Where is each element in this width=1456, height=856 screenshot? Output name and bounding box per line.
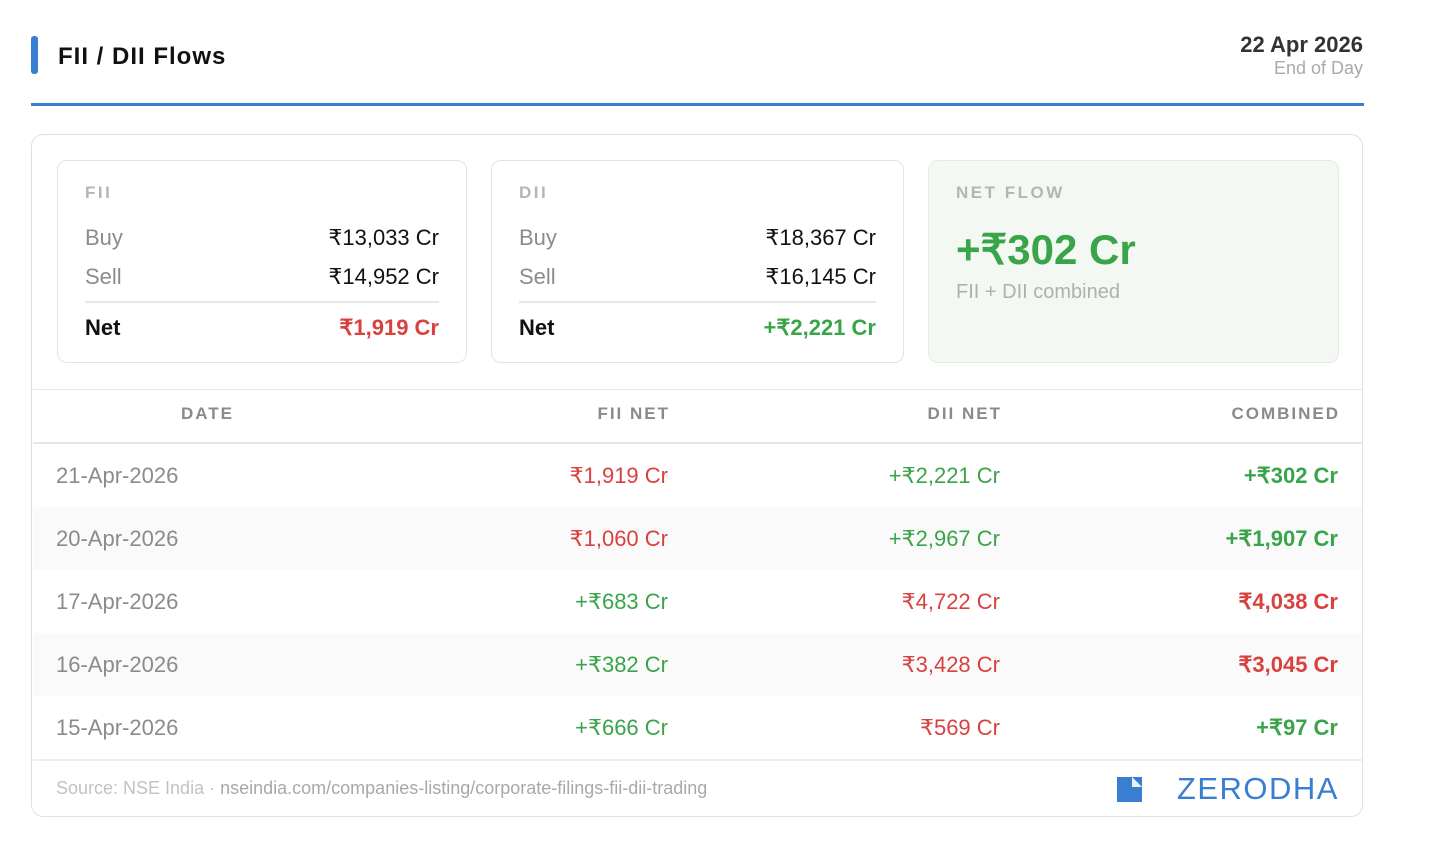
source: Source: NSE India — [56, 778, 205, 798]
net-flow-value: +₹302 Cr — [956, 226, 1136, 273]
date-cell: 20-Apr-2026 — [56, 526, 179, 551]
value-cell: +₹302 Cr — [1243, 463, 1338, 488]
row-value: ₹13,033 Cr — [328, 225, 439, 250]
subtitle: End of Day — [1273, 58, 1363, 78]
summary-row: Buy ₹18,367 Cr — [519, 225, 876, 251]
value-cell: +₹97 Cr — [1256, 715, 1338, 740]
row-value: ₹14,952 Cr — [328, 264, 439, 289]
summary-row: Sell ₹16,145 Cr — [519, 264, 876, 290]
value-cell: ₹1,919 Cr — [569, 463, 668, 488]
net-row: Net ₹1,919 Cr — [85, 315, 439, 341]
table-row: 16-Apr-2026 +₹382 Cr ₹3,428 Cr ₹3,045 Cr — [33, 633, 1362, 697]
summary-box: FII Buy ₹13,033 Cr Sell ₹14,952 Cr Net ₹1,919 … — [57, 160, 467, 363]
summary-row: Sell ₹14,952 Cr — [85, 264, 439, 290]
date-cell: 16-Apr-2026 — [56, 652, 179, 677]
footer-rule — [33, 759, 1362, 761]
date-cell: 15-Apr-2026 — [56, 715, 179, 740]
table-row: 17-Apr-2026 +₹683 Cr ₹4,722 Cr ₹4,038 Cr — [33, 570, 1362, 634]
separator: · — [209, 778, 216, 798]
column-header: FII NET — [597, 404, 670, 423]
row-label: Buy — [519, 225, 557, 250]
value-cell: +₹1,907 Cr — [1225, 526, 1338, 551]
net-row: Net +₹2,221 Cr — [519, 315, 876, 341]
value-cell: ₹1,060 Cr — [569, 526, 668, 551]
date: 22 Apr 2026 — [1240, 32, 1363, 57]
value-cell: +₹683 Cr — [575, 589, 668, 614]
net-value: ₹1,919 Cr — [339, 315, 439, 340]
column-header: COMBINED — [1231, 404, 1340, 423]
summary-label: FII — [85, 183, 113, 202]
brand: ZERODHA — [1176, 771, 1339, 806]
value-cell: +₹2,221 Cr — [888, 463, 1000, 488]
table-row: 21-Apr-2026 ₹1,919 Cr +₹2,221 Cr +₹302 Cr — [33, 444, 1362, 508]
header-rule — [31, 103, 1364, 106]
value-cell: ₹569 Cr — [919, 715, 1000, 740]
accent-bar — [31, 36, 38, 74]
value-cell: +₹666 Cr — [575, 715, 668, 740]
value-cell: ₹4,722 Cr — [901, 589, 1000, 614]
footer-source: Source: NSE India · nseindia.com/compani… — [56, 778, 707, 799]
net-flow-box: NET FLOW +₹302 Cr FII + DII combined — [928, 160, 1339, 363]
source-url[interactable]: nseindia.com/companies-listing/corporate… — [220, 778, 708, 798]
table-top-rule — [33, 389, 1362, 390]
card — [31, 134, 1363, 817]
title: FII / DII Flows — [58, 43, 227, 70]
column-header: DATE — [181, 404, 235, 423]
row-label: Sell — [85, 264, 122, 289]
table-row: 15-Apr-2026 +₹666 Cr ₹569 Cr +₹97 Cr — [33, 696, 1362, 760]
summary-row: Buy ₹13,033 Cr — [85, 225, 439, 251]
value-cell: ₹3,428 Cr — [901, 652, 1000, 677]
net-flow-label: NET FLOW — [956, 183, 1065, 202]
net-label: Net — [519, 315, 555, 340]
row-label: Buy — [85, 225, 123, 250]
net-flow-note: FII + DII combined — [956, 281, 1120, 303]
summary-box: DII Buy ₹18,367 Cr Sell ₹16,145 Cr Net +₹2,221… — [491, 160, 904, 363]
date-cell: 17-Apr-2026 — [56, 589, 179, 614]
row-value: ₹16,145 Cr — [765, 264, 876, 289]
table-header-rule — [33, 442, 1362, 444]
net-label: Net — [85, 315, 121, 340]
row-value: ₹18,367 Cr — [765, 225, 876, 250]
summary-label: DII — [519, 183, 549, 202]
brand-icon — [1117, 777, 1142, 802]
row-label: Sell — [519, 264, 556, 289]
date-cell: 21-Apr-2026 — [56, 463, 179, 488]
column-header: DII NET — [927, 404, 1002, 423]
value-cell: ₹4,038 Cr — [1238, 589, 1338, 614]
divider — [519, 301, 876, 303]
divider — [85, 301, 439, 303]
net-value: +₹2,221 Cr — [763, 315, 876, 340]
value-cell: +₹382 Cr — [575, 652, 668, 677]
value-cell: +₹2,967 Cr — [888, 526, 1000, 551]
table-row: 20-Apr-2026 ₹1,060 Cr +₹2,967 Cr +₹1,907 Cr — [33, 507, 1362, 571]
value-cell: ₹3,045 Cr — [1238, 652, 1338, 677]
